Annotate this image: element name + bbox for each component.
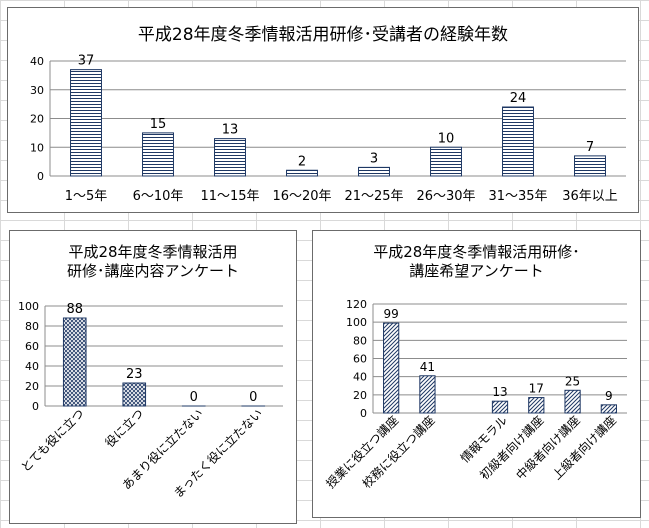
x-tick-label: 上級者向け講座 [549, 413, 619, 483]
data-label: 25 [565, 374, 580, 388]
data-label: 41 [420, 360, 435, 374]
bar [600, 404, 617, 414]
x-tick-label: 6～10年 [133, 189, 184, 204]
y-tick-label: 100 [18, 300, 39, 313]
bar [574, 155, 606, 177]
data-label: 0 [249, 390, 257, 405]
bar [528, 397, 545, 414]
data-label: 7 [586, 140, 594, 155]
x-tick-label: 1～5年 [65, 189, 108, 204]
bar [383, 322, 400, 414]
data-label: 9 [605, 389, 613, 403]
y-tick-label: 80 [25, 320, 39, 333]
data-label: 17 [529, 382, 544, 396]
y-tick-label: 80 [353, 334, 367, 347]
x-tick-label: 初級者向け講座 [476, 413, 546, 483]
y-tick-label: 40 [353, 371, 367, 384]
x-tick-label: 21～25年 [344, 189, 403, 204]
experience-years-plot: 0 10 20 30 40 37 1～5年 15 6～10年 13 11～15年 2 16～20年 3 21… [30, 54, 626, 204]
y-tick-label: 0 [32, 400, 39, 413]
bar [419, 375, 436, 414]
data-label: 0 [190, 390, 198, 405]
data-label: 13 [222, 123, 239, 138]
experience-years-chart: 平成28年度冬季情報活用研修･受講者の経験年数 0 10 20 30 40 37 1～5年 1… [7, 7, 639, 213]
bar [142, 132, 174, 177]
y-tick-label: 60 [25, 340, 39, 353]
chart-title: 平成28年度冬季情報活用 研修･講座内容アンケート [67, 243, 239, 280]
x-tick-label: 36年以上 [562, 189, 618, 204]
data-label: 24 [510, 91, 527, 106]
x-tick-label: 31～35年 [488, 189, 547, 204]
bar [358, 166, 390, 177]
y-tick-label: 20 [25, 380, 39, 393]
y-tick-label: 40 [25, 360, 39, 373]
bar [62, 317, 87, 407]
chart-title: 平成28年度冬季情報活用研修･ 講座希望アンケート [373, 243, 580, 280]
x-tick-label: 中級者向け講座 [513, 413, 583, 483]
y-tick-label: 10 [30, 141, 44, 154]
data-label: 13 [492, 385, 507, 399]
bar [564, 389, 581, 414]
y-tick-label: 20 [30, 113, 44, 126]
y-tick-label: 60 [353, 353, 367, 366]
data-label: 3 [370, 151, 378, 166]
bar [491, 400, 509, 414]
data-label: 99 [384, 307, 399, 321]
bar [430, 146, 462, 177]
bar [502, 106, 534, 177]
x-tick-label: 役に立つ [102, 406, 147, 451]
y-tick-label: 40 [30, 55, 44, 68]
chart-title: 平成28年度冬季情報活用研修･受講者の経験年数 [137, 25, 509, 45]
data-label: 15 [150, 117, 167, 132]
course-request-survey-chart: 平成28年度冬季情報活用研修･ 講座希望アンケート 0 20 40 60 80 100 12… [312, 230, 641, 518]
data-label: 10 [438, 131, 455, 146]
y-tick-label: 120 [346, 298, 367, 311]
y-tick-label: 100 [346, 316, 367, 329]
bar [122, 382, 147, 407]
x-tick-label: とても役に立つ [18, 406, 87, 475]
y-tick-label: 0 [37, 170, 44, 183]
bar [214, 138, 246, 177]
x-tick-label: 11～15年 [200, 189, 259, 204]
data-label: 23 [126, 367, 143, 382]
bar [70, 69, 102, 177]
course-content-survey-chart: 平成28年度冬季情報活用 研修･講座内容アンケート 0 20 40 60 80 100 88… [9, 230, 297, 524]
data-label: 88 [66, 302, 83, 317]
x-tick-label: 16～20年 [272, 189, 331, 204]
data-label: 37 [78, 54, 95, 69]
y-tick-label: 30 [30, 84, 44, 97]
x-tick-label: 26～30年 [416, 189, 475, 204]
bar [286, 169, 318, 177]
data-label: 2 [298, 154, 306, 169]
course-request-plot: 02040608010012099授業に役立つ講座41校務に役立つ講座13情報モ… [323, 298, 627, 491]
y-tick-label: 0 [360, 407, 367, 420]
y-tick-label: 20 [353, 389, 367, 402]
